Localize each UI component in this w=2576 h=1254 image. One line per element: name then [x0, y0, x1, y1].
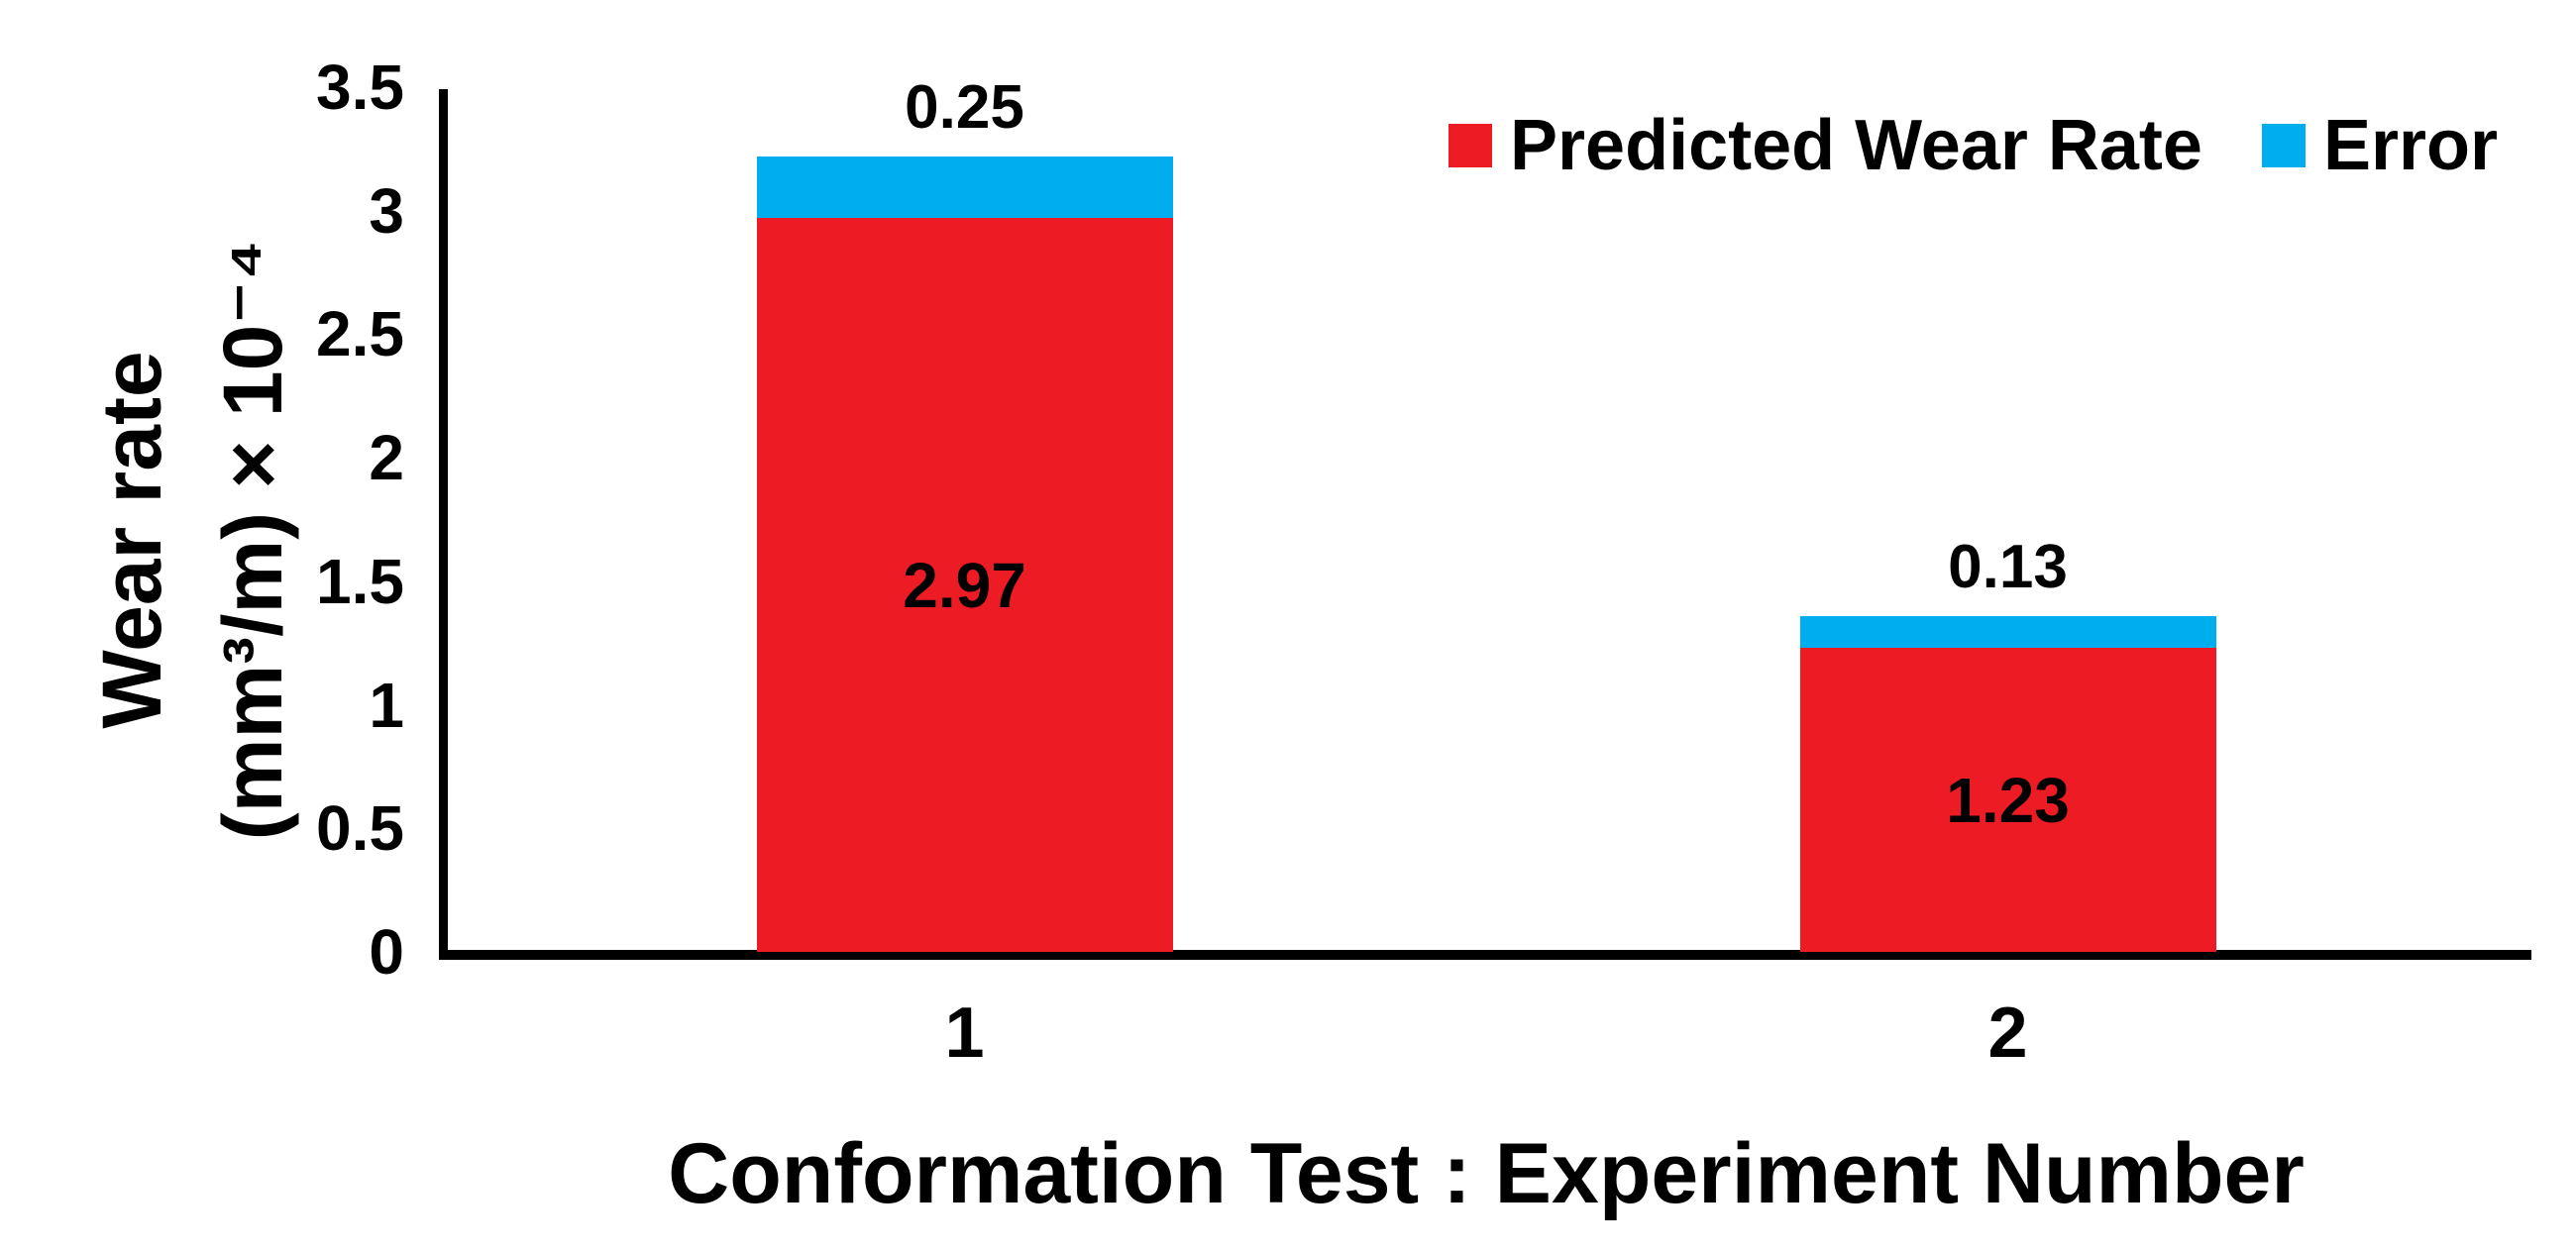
bar-value-label: 2.97 [903, 549, 1026, 621]
y-tick-label: 3 [369, 174, 404, 247]
bar-segment-predicted-wear-rate-2: 1.23 [1799, 648, 2216, 952]
bar-1: 2.97 [756, 156, 1173, 952]
y-axis-line [439, 89, 448, 960]
y-tick-label: 0.5 [316, 792, 404, 865]
y-tick-label: 2.5 [316, 298, 404, 370]
legend-item-error: Error [2261, 105, 2499, 186]
stack-top-label: 0.13 [1948, 532, 2068, 601]
bar-segment-predicted-wear-rate-1: 2.97 [756, 218, 1173, 952]
y-tick-label: 2 [369, 422, 404, 494]
x-tick-label: 1 [944, 993, 985, 1073]
plot-area: 2.97 0.25 1.23 0.13 [443, 73, 2529, 952]
x-axis-title: Conformation Test : Experiment Number [668, 1126, 2305, 1221]
y-tick-label: 1.5 [316, 545, 404, 617]
legend: Predicted Wear Rate Error [1449, 105, 2557, 186]
legend-label: Error [2322, 106, 2499, 185]
y-tick-labels: 0 0.5 1 1.5 2 2.5 3 3.5 [0, 52, 414, 988]
stack-top-label: 0.25 [905, 72, 1024, 142]
bar-segment-error-2 [1799, 615, 2216, 649]
bar-value-label: 1.23 [1946, 764, 2070, 836]
bar-2: 1.23 [1799, 615, 2216, 952]
legend-swatch [2261, 124, 2306, 167]
y-tick-label: 0 [369, 916, 404, 988]
y-tick-label: 3.5 [316, 52, 404, 123]
x-tick-label: 2 [1987, 993, 2028, 1073]
bar-segment-error-1 [756, 156, 1173, 219]
x-axis-line [439, 950, 2531, 960]
y-tick-label: 1 [369, 669, 404, 741]
legend-label: Predicted Wear Rate [1510, 106, 2202, 185]
legend-item-predicted-wear-rate: Predicted Wear Rate [1449, 105, 2202, 186]
legend-swatch [1449, 124, 1492, 167]
